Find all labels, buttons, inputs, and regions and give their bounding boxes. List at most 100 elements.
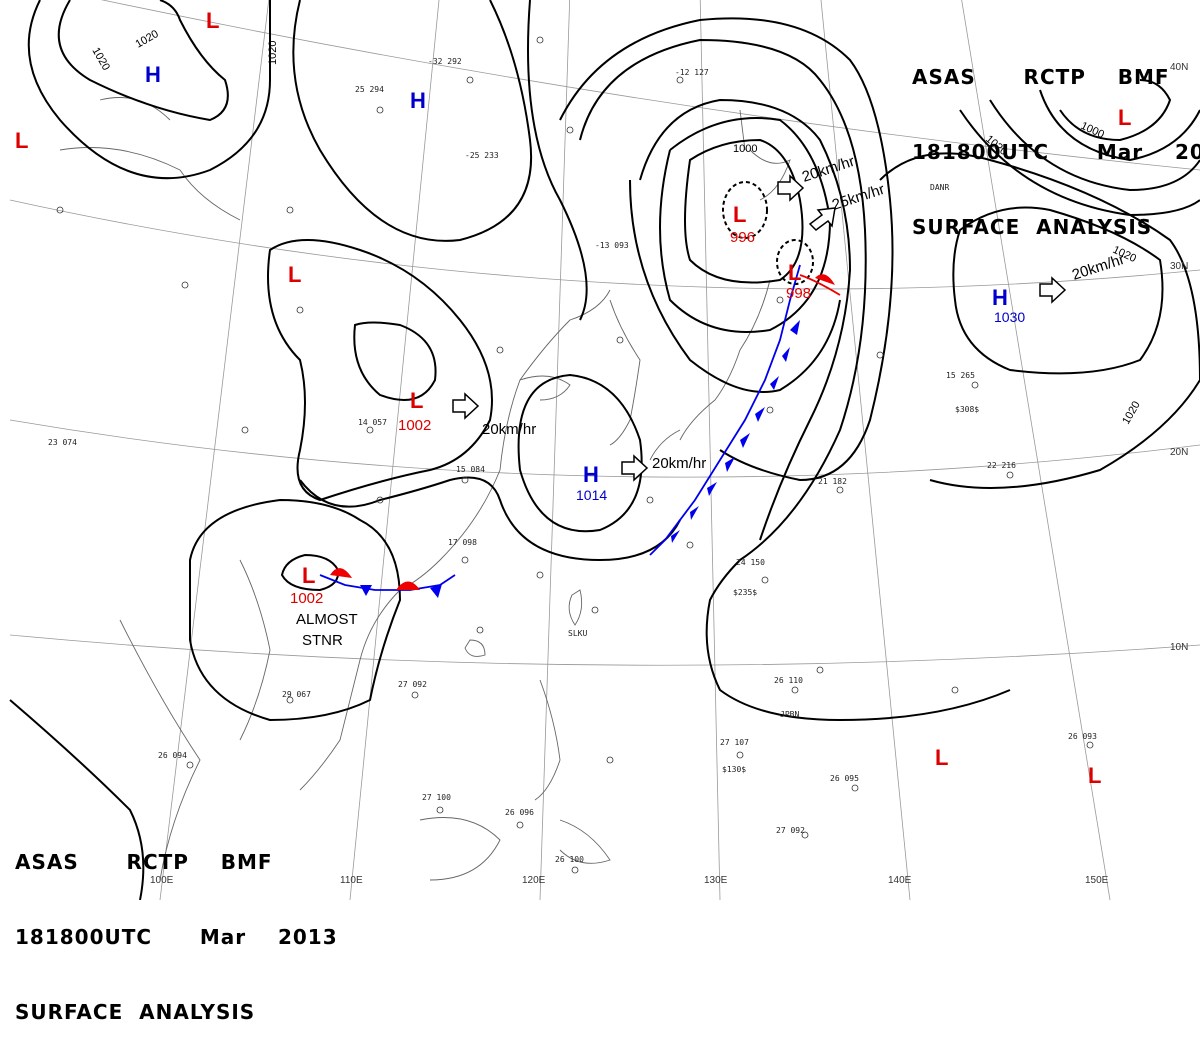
front-note-line: STNR — [302, 632, 343, 649]
stationary-front-sw — [319, 574, 456, 591]
coast-borneo — [419, 817, 501, 881]
meridian-120e — [539, 0, 571, 900]
footer-line-1: ASAS RCTP BMF — [15, 850, 273, 874]
coast-hainan — [464, 639, 486, 657]
parallel-20n — [9, 419, 1200, 478]
pressure-systems: H H L L L L L H L L H L L L 1002 1002 10… — [15, 8, 1131, 788]
isobar-sw-ring — [189, 498, 402, 722]
low-symbol: L — [302, 563, 315, 588]
isobar-nw-high-inner — [57, 0, 229, 122]
latitude-label: 40N — [1170, 62, 1188, 73]
motion-arrows — [452, 174, 1067, 482]
longitude-label: 110E — [340, 875, 363, 886]
station-plot: -12 127 — [675, 68, 709, 77]
warm-front-japan — [799, 274, 841, 296]
low-symbol: L — [733, 202, 746, 227]
station-plot: $308$ — [955, 405, 979, 414]
warm-bump-2 — [396, 581, 420, 590]
isobar-arc-north — [527, 0, 588, 321]
low-pressure-value: 1002 — [398, 417, 431, 434]
high-symbol: H — [145, 62, 161, 87]
coast-sakhalin — [739, 109, 746, 151]
footer-line-3: SURFACE ANALYSIS — [15, 1000, 256, 1024]
station-plot: -25 233 — [465, 151, 499, 160]
meridian-100e — [159, 0, 270, 900]
motion-arrow — [621, 454, 649, 482]
isobar-japan-low-1000 — [684, 138, 804, 284]
station-plot: $130$ — [722, 765, 746, 774]
station-plot: 24 150 — [736, 558, 765, 567]
motion-arrow — [808, 207, 836, 231]
meridian-110e — [349, 0, 440, 900]
station-plot: $235$ — [733, 588, 757, 597]
isobar-central-high — [517, 373, 643, 533]
coast-hokkaido — [749, 149, 791, 201]
station-plot: 26 100 — [555, 855, 584, 864]
longitude-label: 130E — [704, 875, 728, 886]
longitude-label: 140E — [888, 875, 912, 886]
isobar-ne-low-1 — [1059, 79, 1172, 142]
longitude-label: 120E — [522, 875, 546, 886]
station-plot: 15 084 — [456, 465, 485, 474]
warm-front-japan-bump — [815, 274, 835, 285]
coast-russia — [59, 147, 241, 221]
latitude-label: 20N — [1170, 447, 1188, 458]
cold-front-teeth — [671, 320, 800, 543]
isobar-mongolia-high — [292, 0, 533, 242]
cold-tooth-sw-2 — [430, 584, 442, 598]
station-plots: -32 292 25 294 -25 233 -13 093 -12 127 2… — [48, 57, 1097, 864]
coast-mindanao — [559, 819, 611, 864]
station-plot: -13 093 — [595, 241, 629, 250]
station-plot: 27 092 — [776, 826, 805, 835]
meridian-140e — [820, 0, 911, 900]
station-markers — [56, 36, 1094, 874]
isobar-china-low-inner — [353, 321, 437, 401]
high-symbol: H — [992, 285, 1008, 310]
isobar-east-high-inner — [952, 206, 1164, 375]
low-pressure-value: 1002 — [290, 590, 323, 607]
low-symbol: L — [206, 8, 219, 33]
high-symbol: H — [410, 88, 426, 113]
fronts — [319, 264, 841, 598]
coast-bay — [119, 619, 201, 881]
station-plot: DANR — [930, 183, 949, 192]
isobar-japan-low-1004 — [659, 117, 832, 333]
high-symbol: H — [583, 462, 599, 487]
station-plot: 14 057 — [358, 418, 387, 427]
meridian-130e — [699, 0, 721, 900]
low-pressure-value: 996 — [730, 229, 755, 246]
station-plot: 25 294 — [355, 85, 384, 94]
footer-title: ASAS RCTP BMF 181800UTC Mar 2013 SURFACE… — [15, 800, 338, 1050]
dashed-low-996 — [722, 181, 768, 239]
coast-korea — [609, 299, 641, 446]
isobar-label: 1000 — [733, 143, 757, 155]
latitude-label: 30N — [1170, 261, 1188, 272]
isobar-ne-low-3 — [989, 99, 1200, 192]
station-plot: 26 096 — [505, 808, 534, 817]
low-pressure-value: 998 — [786, 285, 811, 302]
isobar-nw-high-outer — [27, 0, 272, 180]
isobar-sw-ridge — [9, 699, 145, 900]
motion-label: 20km/hr — [482, 421, 536, 438]
station-plot: 15 265 — [946, 371, 975, 380]
header-line-3: SURFACE ANALYSIS — [912, 215, 1153, 239]
station-plot: 29 067 — [282, 690, 311, 699]
station-plot: 26 110 — [774, 676, 803, 685]
footer-line-2: 181800UTC Mar 2013 — [15, 925, 338, 949]
coast-china — [399, 289, 611, 591]
station-plot: 27 100 — [422, 793, 451, 802]
cold-front-japan — [649, 264, 801, 556]
cold-tooth-sw-1 — [360, 585, 372, 596]
coast-japan-honshu — [679, 279, 771, 441]
station-plot: 21 182 — [818, 477, 847, 486]
station-plot: 26 095 — [830, 774, 859, 783]
isobars — [9, 0, 1200, 900]
isobar-west-long — [299, 476, 681, 562]
motion-label: 20km/hr — [652, 455, 706, 472]
coast-japan-kyushu — [649, 429, 681, 461]
low-symbol: L — [1118, 105, 1131, 130]
motion-arrow — [452, 392, 480, 420]
parallel-30n — [9, 199, 1200, 290]
isobar-east-high-outer — [879, 152, 1200, 489]
front-note-line: ALMOST — [296, 611, 358, 628]
